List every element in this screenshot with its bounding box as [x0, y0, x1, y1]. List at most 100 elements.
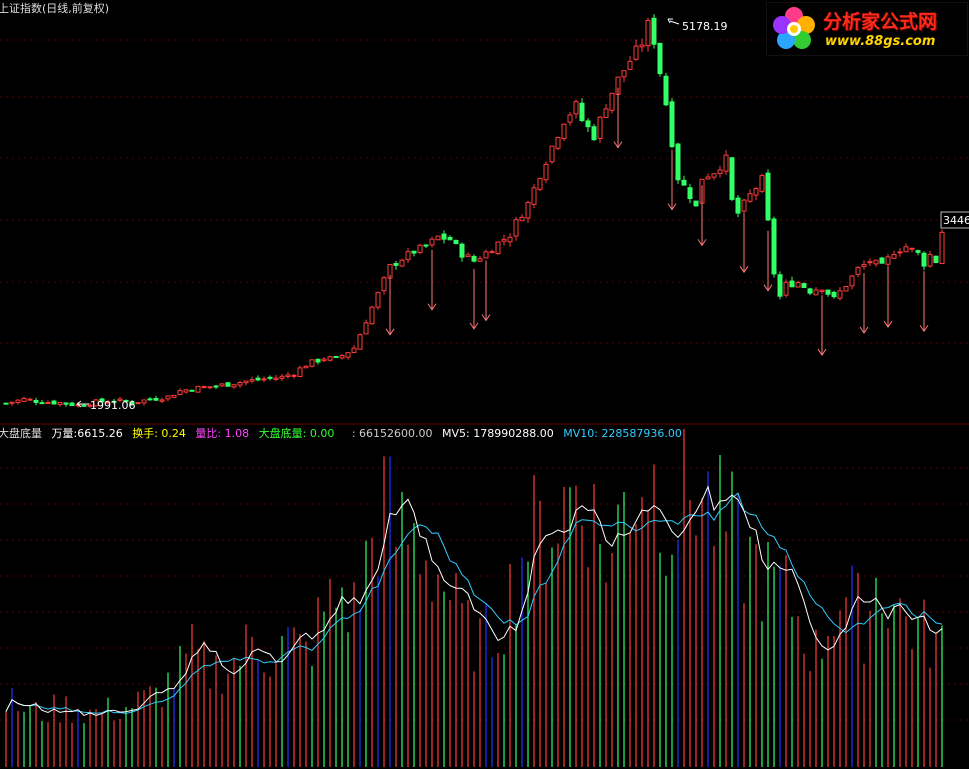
candle-body: [873, 259, 879, 265]
candle-body: [183, 389, 189, 393]
candle-body: [747, 193, 753, 202]
candle-body: [555, 137, 561, 149]
candle-body: [825, 289, 831, 295]
high-marker: 5178.19: [667, 18, 728, 33]
candle-body: [291, 374, 297, 377]
candle-body: [927, 253, 933, 267]
candle-body: [69, 402, 75, 406]
candle-body: [771, 218, 777, 275]
candle-body: [921, 252, 927, 267]
candle-body: [243, 380, 249, 384]
candle-body: [573, 101, 579, 115]
last-price-label: 3446: [943, 214, 969, 227]
candle-body: [165, 395, 171, 400]
candle-body: [225, 382, 231, 387]
candle-body: [171, 394, 177, 398]
candle-body: [405, 251, 411, 261]
candle-body: [729, 157, 735, 200]
candle-body: [105, 401, 111, 404]
candle-body: [819, 289, 825, 292]
mv10-value: 228587936.00: [601, 427, 681, 440]
candle-body: [345, 352, 351, 358]
mv5-value: 178990288.00: [473, 427, 553, 440]
chart-title: 上证指数(日线,前复权): [0, 1, 109, 15]
candle-body: [567, 114, 573, 123]
candle-body: [177, 390, 183, 395]
candle-body: [111, 400, 117, 403]
candle-body: [585, 120, 591, 128]
candle-body: [21, 397, 27, 402]
last-price-marker: 3446: [940, 211, 969, 229]
liangbi-label: 量比: [195, 427, 217, 440]
candle-body: [459, 243, 465, 258]
candle-body: [207, 386, 213, 389]
candle-body: [513, 219, 519, 237]
candle-body: [135, 402, 141, 405]
mv5-line: [5, 485, 943, 716]
candle-body: [897, 251, 903, 254]
site-logo[interactable]: 分析家公式网 www.88gs.com: [766, 2, 968, 56]
candle-body: [591, 126, 597, 141]
candle-body: [303, 365, 309, 369]
candle-body: [255, 377, 261, 381]
low-marker: 1991.06: [76, 399, 136, 412]
flower-logo-icon: [773, 7, 815, 49]
signal-arrow-head: [427, 303, 437, 311]
candle-body: [147, 398, 153, 401]
candle-body: [27, 398, 33, 401]
candle-body: [51, 400, 57, 405]
candle-body: [531, 187, 537, 205]
candle-body: [543, 163, 549, 181]
candle-body: [723, 154, 729, 172]
signal-arrow-head: [883, 320, 893, 328]
candle-body: [711, 173, 717, 178]
candle-body: [15, 399, 21, 403]
candle-body: [933, 255, 939, 263]
candle-body: [675, 143, 681, 181]
candle-body: [471, 255, 477, 262]
candle-body: [351, 347, 357, 353]
candle-body: [81, 404, 87, 407]
candle-body: [417, 244, 423, 254]
candle-body: [9, 401, 15, 404]
candle-body: [807, 288, 813, 294]
candle-body: [789, 280, 795, 288]
candle-body: [279, 375, 285, 379]
candle-body: [141, 399, 147, 404]
candle-body: [813, 289, 819, 296]
candle-body: [627, 60, 633, 70]
low-price-label: 1991.06: [90, 399, 136, 412]
candle-body: [261, 378, 267, 381]
candle-body: [129, 401, 135, 405]
wanliang-label: 万量: [52, 427, 74, 440]
candle-body: [423, 244, 429, 247]
candle-body: [189, 389, 195, 392]
candle-body: [861, 263, 867, 267]
candle-body: [285, 374, 291, 377]
candle-body: [447, 236, 453, 241]
candle-body: [297, 367, 303, 377]
candle-body: [669, 101, 675, 148]
candle-body: [519, 216, 525, 222]
candle-body: [309, 359, 315, 367]
candle-body: [249, 379, 255, 382]
candle-body: [213, 385, 219, 388]
indicator-header: 大盘底量 万量:6615.26 换手: 0.24 量比: 1.08 大盘底量: …: [0, 426, 682, 440]
signal-arrow-head: [481, 314, 491, 322]
candle-body: [777, 274, 783, 297]
dapandiliang-label: 大盘底量: [259, 426, 303, 440]
candle-body: [159, 399, 165, 402]
candle-body: [843, 285, 849, 292]
mv10-line: [5, 492, 943, 715]
candle-body: [45, 401, 51, 404]
candle-body: [663, 75, 669, 106]
candlesticks: [3, 14, 945, 408]
candle-body: [753, 188, 759, 196]
candle-body: [441, 233, 447, 240]
huanshou-label: 换手: [132, 426, 154, 440]
candle-body: [879, 257, 885, 264]
candle-body: [795, 282, 801, 288]
candle-body: [87, 404, 93, 407]
candle-body: [3, 402, 9, 405]
